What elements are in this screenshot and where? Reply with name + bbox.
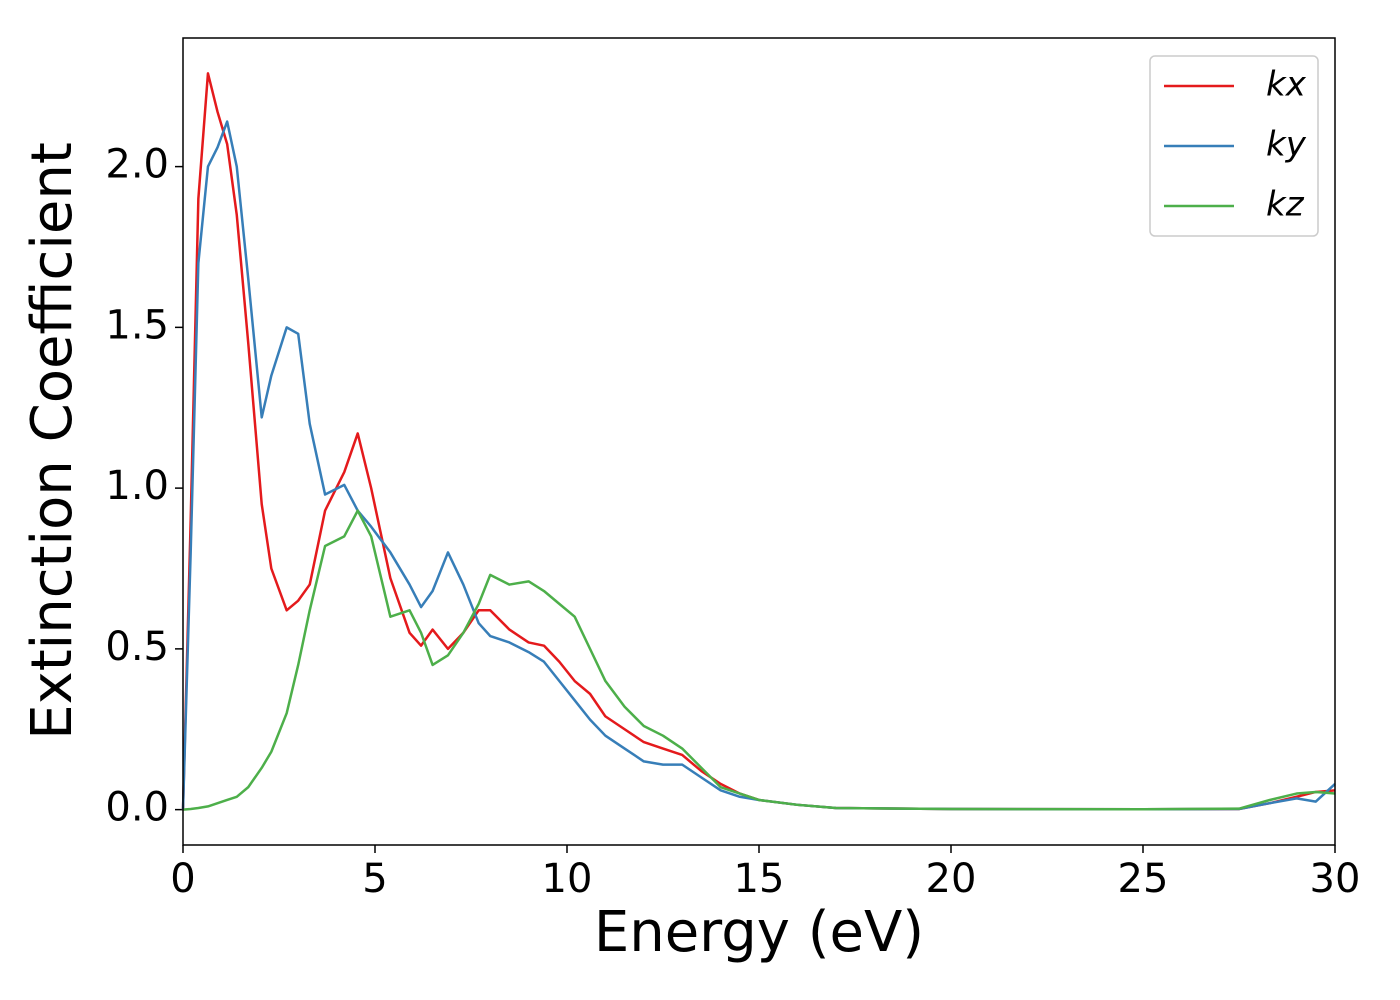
legend-label: kz	[1266, 185, 1305, 225]
y-tick-label: 1.0	[105, 463, 169, 509]
x-tick-label: 0	[170, 856, 195, 902]
line-series	[182, 509, 1336, 811]
y-tick-label: 0.5	[105, 624, 169, 670]
y-axis-label: Extinction Coefficient	[20, 142, 85, 740]
x-tick-label: 30	[1310, 856, 1361, 902]
y-tick-label: 0.0	[105, 785, 169, 831]
plot-frame	[182, 37, 1336, 846]
x-tick-label: 10	[542, 856, 593, 902]
x-tick-label: 25	[1118, 856, 1169, 902]
x-tick-label: 20	[926, 856, 977, 902]
legend-label: kx	[1266, 65, 1307, 105]
x-tick-label: 15	[734, 856, 785, 902]
legend-label: ky	[1266, 125, 1307, 165]
y-tick-label: 1.5	[105, 302, 169, 348]
y-tick-label: 2.0	[105, 142, 169, 188]
x-tick-label: 5	[362, 856, 387, 902]
x-axis-label: Energy (eV)	[594, 900, 924, 965]
